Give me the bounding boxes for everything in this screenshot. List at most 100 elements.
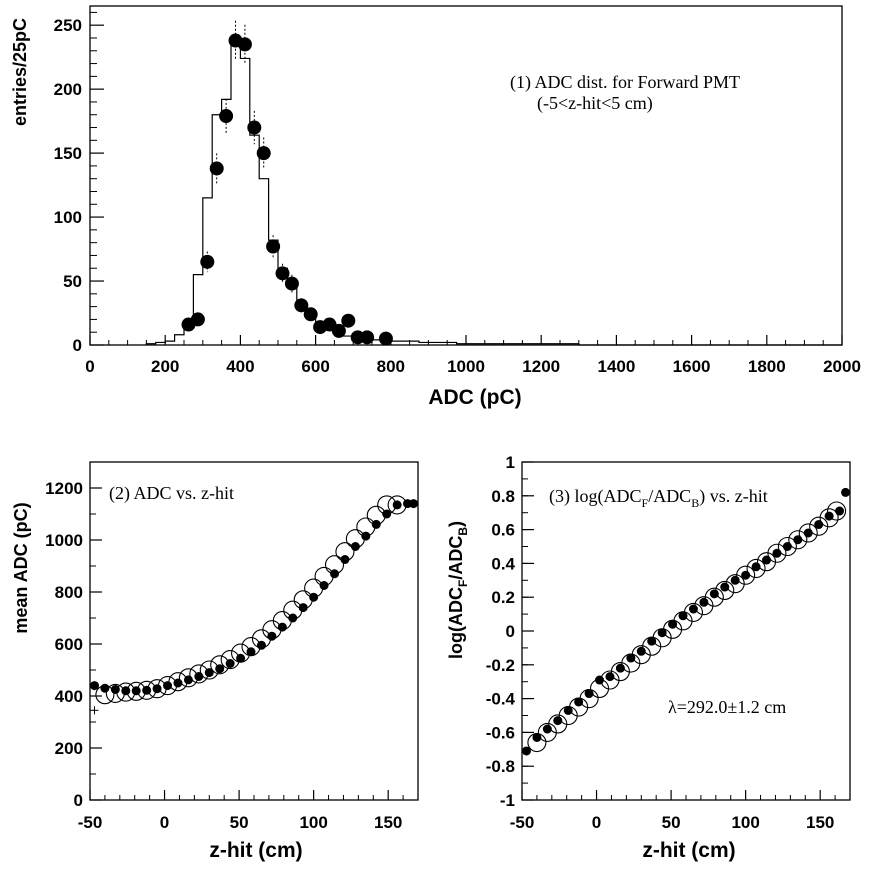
panel3-open-marker <box>683 602 704 622</box>
panel3-y-tick-label: 0.2 <box>491 588 515 607</box>
panel2-open-marker <box>105 683 125 703</box>
panel1-data-point <box>256 146 271 161</box>
panel3-open-marker <box>777 536 797 557</box>
panel2-open-marker <box>147 679 167 699</box>
panel1-y-tick-label: 100 <box>54 208 82 227</box>
panel1-data-point <box>294 298 309 313</box>
panel1-y-tick-label: 250 <box>54 16 82 35</box>
panel3-x-tick-label: 150 <box>806 813 834 832</box>
panel1-x-tick-label: 2000 <box>823 357 861 376</box>
panel1-x-tick-label: 1400 <box>597 357 635 376</box>
panel2-filled-marker <box>163 681 173 691</box>
panel3-filled-marker <box>835 506 845 516</box>
panel3-y-tick-label: -0.4 <box>486 690 516 709</box>
panel1-data-point <box>219 109 234 124</box>
panel2-open-marker <box>157 676 178 696</box>
panel3-y-tick-label: 0.8 <box>491 487 515 506</box>
panel3-filled-marker <box>521 746 531 756</box>
panel3-open-marker <box>767 543 787 563</box>
panel1-ylabel: entries/25pC <box>10 18 30 126</box>
panel3-open-marker <box>704 587 724 607</box>
panel3-filled-marker <box>678 611 688 621</box>
panel1-x-tick-label: 1800 <box>748 357 786 376</box>
panel1-data-point <box>284 276 299 291</box>
panel1-y-tick-label: 200 <box>54 80 82 99</box>
panel3-y-tick-label: -0.6 <box>486 723 515 742</box>
panel2-open-marker <box>116 682 136 702</box>
panel3-open-marker <box>579 689 599 709</box>
panel2-open-marker <box>377 495 397 515</box>
panel1-data-point <box>247 120 262 135</box>
panel3-filled-marker <box>803 528 813 538</box>
panel2-open-marker <box>324 555 345 575</box>
panel2-open-marker <box>366 505 386 525</box>
panel2-open-marker <box>95 685 115 705</box>
panel3-open-marker <box>736 565 756 585</box>
panel3-filled-marker <box>657 628 667 638</box>
panel3-filled-marker <box>647 636 657 646</box>
panel3-y-tick-label: 1 <box>506 453 515 472</box>
panel3-x-tick-label: 50 <box>662 813 681 832</box>
panel2-x-tick-label: 50 <box>230 813 249 832</box>
panel1-data-point <box>200 254 215 269</box>
panel1-data-point <box>360 330 375 345</box>
panel2-x-tick-label: -50 <box>78 813 103 832</box>
panel1-data-point <box>209 161 224 176</box>
panel2-open-marker <box>168 672 188 692</box>
panel1-xlabel: ADC (pC) <box>428 386 521 409</box>
panel1-x-tick-label: 200 <box>151 357 179 376</box>
panel1-data-point <box>341 313 356 328</box>
panel2-y-tick-label: 400 <box>55 687 83 706</box>
panel3-filled-marker <box>668 619 678 629</box>
panel3-open-marker <box>819 508 839 528</box>
panel2-frame <box>89 461 419 801</box>
panel1-x-tick-label: 400 <box>226 357 254 376</box>
panel2-open-marker <box>304 578 324 598</box>
panel2-open-marker <box>199 660 219 680</box>
panel3-y-tick-label: -1 <box>500 791 515 810</box>
adc-vs-zhit-panel: -50 0 50 100 150 0 200 400 600 800 1000 1200 z-hit … <box>11 461 419 862</box>
panel3-x-tick-label: 100 <box>731 813 759 832</box>
panel3-open-marker <box>715 580 735 600</box>
panel3-lambda-label: λ=292.0±1.2 cm <box>668 697 786 717</box>
panel3-y-tick-label: -0.8 <box>486 757 515 776</box>
panel3-y-tick-label: 0 <box>506 622 515 641</box>
panel1-x-tick-label: 1000 <box>447 357 485 376</box>
panel2-y-tick-label: 0 <box>74 791 83 810</box>
panel1-x-tick-label: 600 <box>301 357 329 376</box>
panel1-x-tick-label: 1600 <box>673 357 711 376</box>
panel2-x-tick-label: 150 <box>374 813 402 832</box>
panel3-y-tick-label: -0.2 <box>486 656 515 675</box>
panel3-filled-marker <box>782 542 792 551</box>
panel2-open-marker <box>272 611 292 631</box>
panel2-y-tick-label: 1200 <box>45 479 83 498</box>
panel1-frame <box>89 5 843 346</box>
panel2-open-marker <box>126 681 146 701</box>
panel2-open-marker <box>335 542 355 562</box>
panel2-y-tick-label: 1000 <box>45 531 83 550</box>
panel1-y-tick-label: 150 <box>54 144 82 163</box>
panel2-open-marker <box>283 600 303 620</box>
panel2-open-marker <box>387 495 407 515</box>
panel1-data-point <box>237 37 252 52</box>
panel1-y-tick-label: 0 <box>73 336 82 355</box>
panel2-filled-marker <box>89 681 99 691</box>
panel3-x-tick-label: 0 <box>592 813 601 832</box>
panel3-ylabel: log(ADCF/ADCB) <box>446 521 470 659</box>
panel2-y-tick-label: 800 <box>55 583 83 602</box>
panel3-filled-marker <box>574 697 584 707</box>
panel1-data-point <box>275 266 290 281</box>
panel3-open-marker <box>798 523 818 543</box>
panel2-title: (2) ADC vs. z-hit <box>109 483 234 504</box>
panel3-open-marker <box>746 558 766 579</box>
panel2-y-tick-label: 600 <box>55 635 83 654</box>
panel2-y-tick-label: 200 <box>55 739 83 758</box>
panel1-data-point <box>331 323 346 338</box>
panel3-x-tick-label: -50 <box>510 813 535 832</box>
panel2-open-marker <box>210 655 230 675</box>
panel3-title: (3) log(ADCF/ADCB) vs. z-hit <box>549 486 768 510</box>
panel2-open-marker <box>345 529 365 549</box>
panel2-x-tick-label: 100 <box>299 813 327 832</box>
panel1-title: (1) ADC dist. for Forward PMT <box>510 72 740 93</box>
